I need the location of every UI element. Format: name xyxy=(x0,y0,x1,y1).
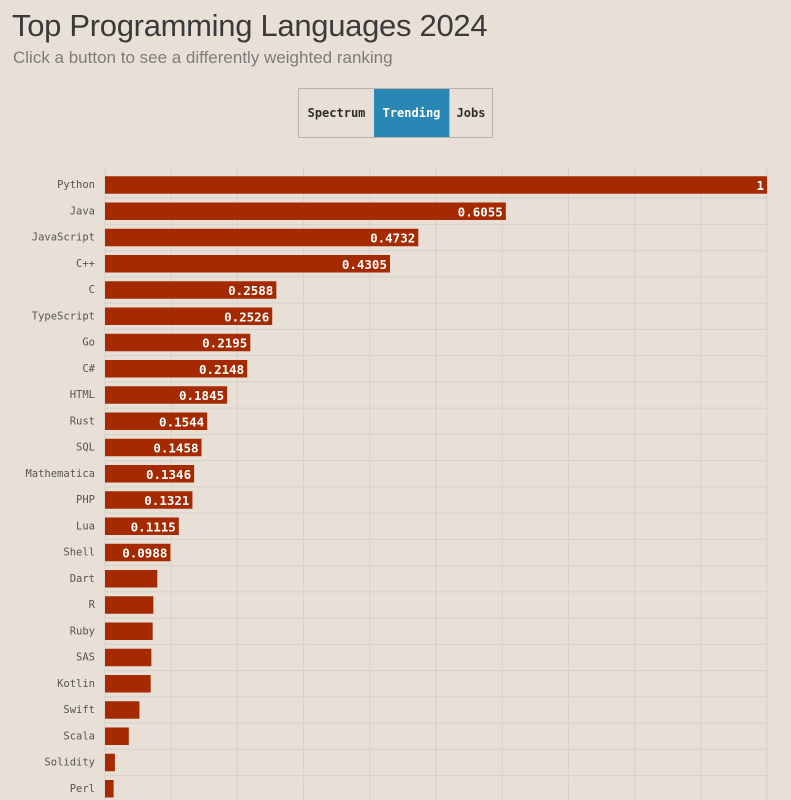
category-label: Shell xyxy=(63,547,95,559)
bar[interactable] xyxy=(105,596,154,614)
bar[interactable] xyxy=(105,228,419,247)
value-label: 0.1346 xyxy=(146,467,191,482)
category-label: C xyxy=(89,284,95,296)
bar[interactable] xyxy=(105,622,153,641)
category-label: JavaScript xyxy=(32,232,95,244)
bar[interactable] xyxy=(105,360,248,378)
value-label: 0.2526 xyxy=(224,309,269,324)
bar[interactable] xyxy=(105,333,251,352)
bar[interactable] xyxy=(105,675,151,693)
category-label: Kotlin xyxy=(57,678,95,690)
category-label: SQL xyxy=(76,442,95,454)
bar[interactable] xyxy=(105,753,115,772)
value-label: 0.1544 xyxy=(159,414,204,429)
category-label: Swift xyxy=(63,704,95,716)
bar[interactable] xyxy=(105,202,506,221)
category-label: Perl xyxy=(70,783,95,795)
bar[interactable] xyxy=(105,281,277,299)
bar[interactable] xyxy=(105,491,193,509)
bar[interactable] xyxy=(105,307,273,326)
value-label: 0.1458 xyxy=(153,441,198,456)
bar[interactable] xyxy=(105,255,390,273)
category-label: Scala xyxy=(63,730,95,742)
category-label: C++ xyxy=(76,258,95,270)
bar[interactable] xyxy=(105,648,152,667)
value-label: 0.1321 xyxy=(144,493,189,508)
category-label: Java xyxy=(70,205,95,217)
category-label: Mathematica xyxy=(25,468,95,480)
page-title: Top Programming Languages 2024 xyxy=(12,8,488,43)
category-label: Dart xyxy=(70,573,95,585)
category-label: Solidity xyxy=(44,757,95,769)
value-label: 0.0988 xyxy=(122,546,167,561)
category-label: Lua xyxy=(76,520,95,532)
category-label: R xyxy=(89,599,96,611)
value-label: 1 xyxy=(756,178,764,193)
bar[interactable] xyxy=(105,543,171,562)
trending-button[interactable]: Trending xyxy=(374,89,449,137)
category-label: HTML xyxy=(70,389,95,401)
value-label: 0.1115 xyxy=(131,519,176,534)
category-label: C# xyxy=(82,363,95,375)
page-subtitle: Click a button to see a differently weig… xyxy=(13,48,393,67)
value-label: 0.6055 xyxy=(458,204,503,219)
value-label: 0.2195 xyxy=(202,336,247,351)
bar[interactable] xyxy=(105,386,228,404)
ranking-button-group: Spectrum Trending Jobs xyxy=(298,88,493,138)
value-label: 0.4732 xyxy=(370,231,415,246)
value-label: 0.2588 xyxy=(228,283,273,298)
category-label: TypeScript xyxy=(32,310,95,322)
bar[interactable] xyxy=(105,570,158,588)
value-label: 0.4305 xyxy=(342,257,387,272)
category-label: Ruby xyxy=(70,625,95,637)
category-label: PHP xyxy=(76,494,95,506)
value-label: 0.1845 xyxy=(179,388,224,403)
spectrum-button[interactable]: Spectrum xyxy=(299,89,374,137)
category-label: Python xyxy=(57,179,95,191)
category-label: SAS xyxy=(76,652,95,664)
bar[interactable] xyxy=(105,465,195,483)
category-label: Rust xyxy=(70,415,95,427)
category-label: Go xyxy=(82,337,95,349)
bar[interactable] xyxy=(105,727,129,746)
bar[interactable] xyxy=(105,438,202,457)
bar[interactable] xyxy=(105,517,179,536)
bar[interactable] xyxy=(105,412,208,431)
bar[interactable] xyxy=(105,701,140,719)
bar[interactable] xyxy=(105,176,767,194)
bar[interactable] xyxy=(105,780,114,798)
value-label: 0.2148 xyxy=(199,362,244,377)
jobs-button[interactable]: Jobs xyxy=(449,89,492,137)
